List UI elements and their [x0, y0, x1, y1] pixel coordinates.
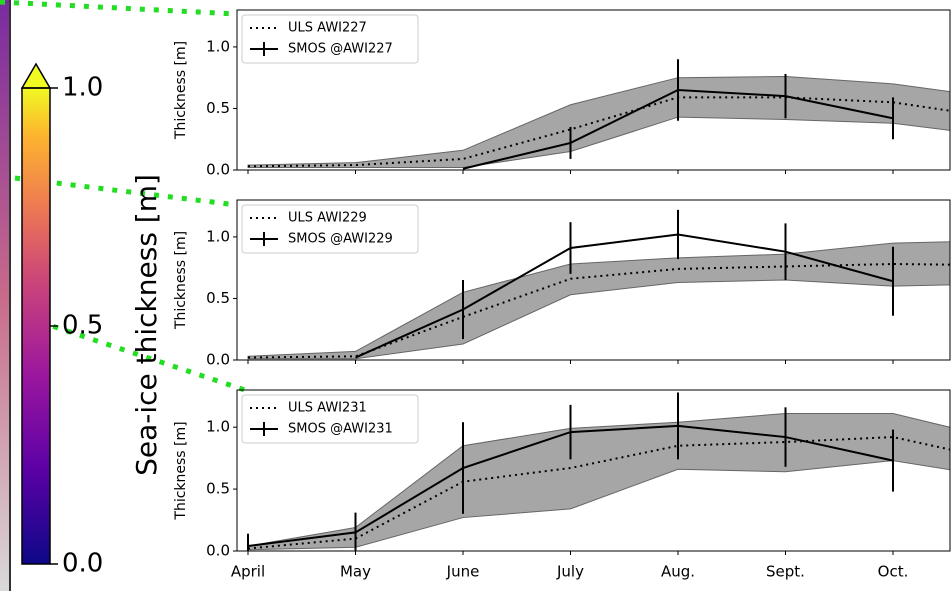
spread-band	[248, 241, 951, 359]
y-tick-label: 0.0	[206, 542, 230, 560]
x-tick-label: Sept.	[766, 563, 805, 581]
x-tick-label: April	[231, 563, 265, 581]
spread-band	[248, 76, 951, 167]
y-tick-label: 0.0	[206, 161, 230, 179]
y-axis-label: Thickness [m]	[173, 231, 189, 330]
y-tick-label: 0.0	[206, 351, 230, 369]
x-tick-label: June	[446, 563, 480, 581]
legend-label: SMOS @AWI227	[288, 42, 393, 57]
y-tick-label: 0.5	[206, 99, 230, 117]
plots: 0.0 0.5 1.0 Sea-ice thickness [m] 0.0 0.5 1.0 T…	[22, 10, 951, 581]
legend-label: ULS AWI231	[288, 401, 367, 416]
y-tick-label: 0.5	[206, 480, 230, 498]
page: {"chart_data":[ {"type":"colorbar","labe…	[0, 0, 951, 591]
colorbar-tick-label: 0.0	[62, 549, 103, 579]
colorbar-tick-label: 0.5	[62, 311, 103, 341]
legend-label: ULS AWI227	[288, 21, 367, 36]
y-tick-label: 1.0	[206, 418, 230, 436]
x-tick-label: May	[340, 563, 371, 581]
map-edge	[0, 0, 10, 591]
y-axis-label: Thickness [m]	[173, 421, 189, 520]
y-tick-label: 0.5	[206, 289, 230, 307]
legend-label: SMOS @AWI231	[288, 422, 393, 437]
colorbar-label: Sea-ice thickness [m]	[130, 174, 163, 476]
y-tick-label: 1.0	[206, 227, 230, 245]
colorbar-tick-label: 1.0	[62, 73, 103, 103]
legend-label: ULS AWI229	[288, 211, 367, 226]
figure: 0.0 0.5 1.0 Sea-ice thickness [m] 0.0 0.5 1.0 T…	[0, 0, 951, 591]
plot-area	[248, 59, 951, 169]
x-tick-label: July	[556, 563, 584, 581]
x-tick-label: Oct.	[878, 563, 909, 581]
y-tick-label: 1.0	[206, 37, 230, 55]
legend-label: SMOS @AWI229	[288, 232, 393, 247]
colorbar	[22, 88, 50, 564]
colorbar-extend	[22, 64, 50, 88]
x-tick-label: Aug.	[661, 563, 695, 581]
y-axis-label: Thickness [m]	[173, 41, 189, 140]
